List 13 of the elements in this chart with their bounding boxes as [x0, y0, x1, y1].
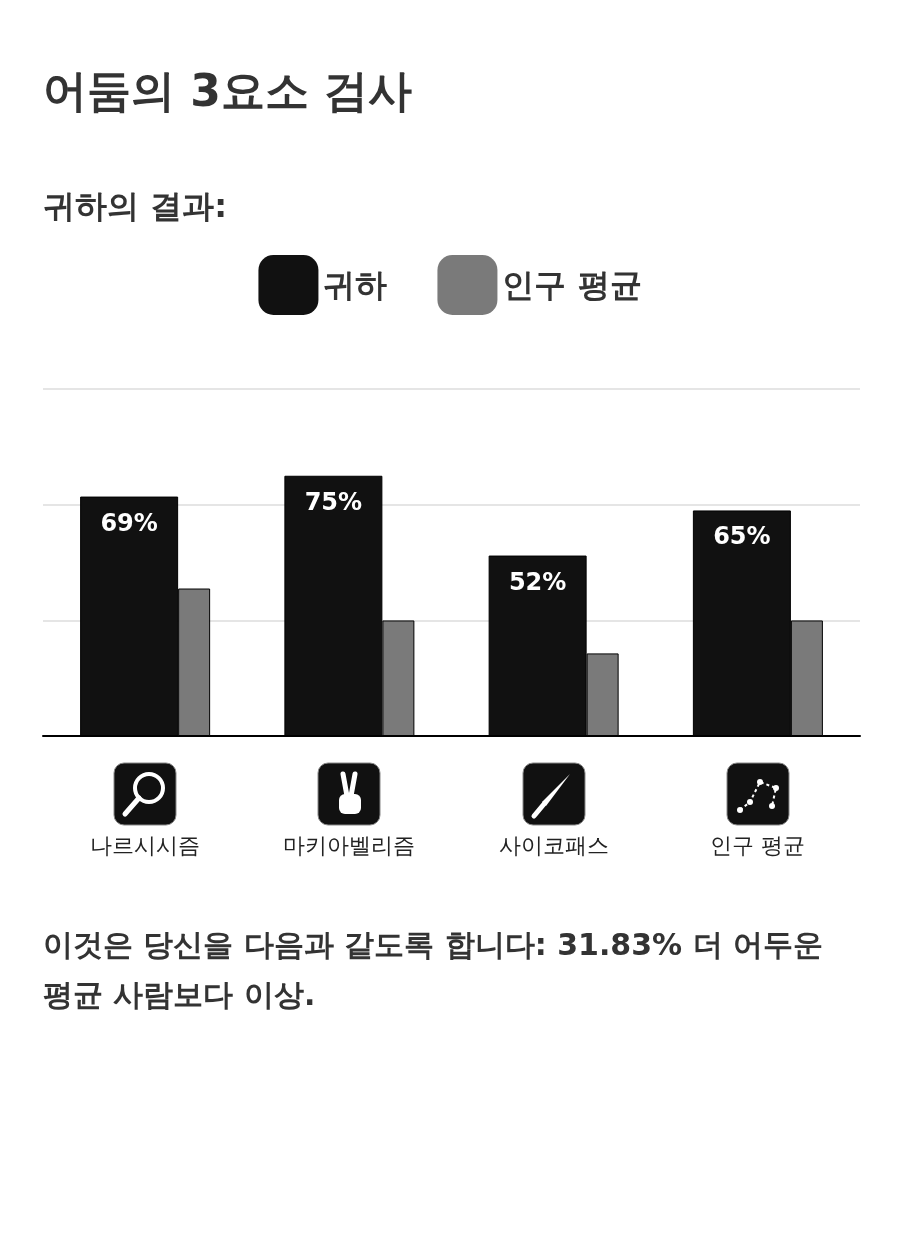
chart-subtitle: 귀하의 결과: [43, 186, 227, 227]
data-label: 52% [508, 567, 567, 596]
legend-label: 인구 평균 [502, 266, 642, 304]
text: 이것은 당신을 다음과 같도록 합니다: 31.83% 더 어두운 평균 사람보다 이상. [43, 926, 825, 1014]
x-tick-label: 나르시시즘 [90, 832, 201, 858]
chart-title: 어둠의 3요소 검사 [43, 64, 413, 118]
legend-label: 귀하 [323, 266, 388, 304]
data-label: 65% [713, 522, 771, 551]
data-label: 69% [100, 508, 158, 537]
x-tick-label: 사이코패스 [498, 832, 609, 858]
x-tick-label: 마키아벨리즘 [283, 832, 416, 858]
data-label: 75% [304, 487, 363, 516]
x-tick-label: 인구 평균 [710, 832, 806, 858]
